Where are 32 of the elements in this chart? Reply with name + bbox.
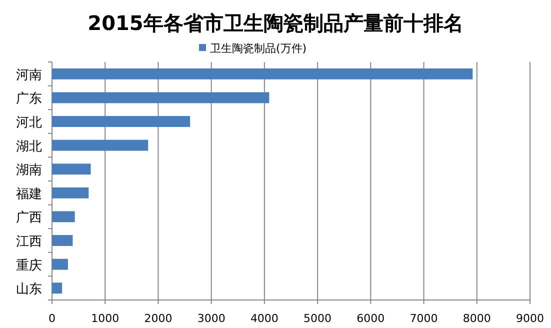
chart-title: 2015年各省市卫生陶瓷制品产量前十排名: [88, 11, 464, 35]
bar: [52, 140, 148, 151]
bar: [52, 92, 270, 104]
y-tick-label: 河南: [16, 68, 42, 83]
x-tick-label: 1000: [91, 312, 120, 325]
y-tick-label: 山东: [16, 282, 42, 298]
bar: [52, 164, 91, 175]
x-tick-label: 9000: [516, 312, 544, 325]
y-tick-label: 广东: [16, 92, 42, 107]
bar: [52, 187, 89, 198]
y-tick-label: 重庆: [16, 258, 42, 274]
bar: [52, 116, 190, 127]
x-tick-label: 8000: [462, 312, 491, 325]
x-tick-label: 3000: [197, 312, 226, 325]
x-tick-label: 7000: [410, 312, 438, 325]
y-tick-label: 湖南: [16, 163, 42, 178]
x-tick-label: 6000: [356, 312, 385, 325]
y-tick-label: 广西: [16, 210, 42, 226]
x-tick-label: 4000: [250, 312, 278, 325]
y-tick-label: 江西: [16, 234, 42, 250]
legend-label: 卫生陶瓷制品(万件): [210, 42, 307, 55]
bar: [52, 211, 75, 222]
bar: [52, 235, 73, 246]
x-tick-label: 0: [48, 312, 56, 325]
y-tick-label: 河北: [16, 116, 42, 130]
x-tick-label: 5000: [304, 312, 332, 325]
bar: [52, 68, 473, 80]
y-tick-label: 湖北: [16, 139, 42, 154]
bar: [52, 282, 62, 294]
y-tick-label: 福建: [16, 186, 42, 202]
x-tick-label: 2000: [144, 312, 172, 325]
bar: [52, 258, 68, 270]
